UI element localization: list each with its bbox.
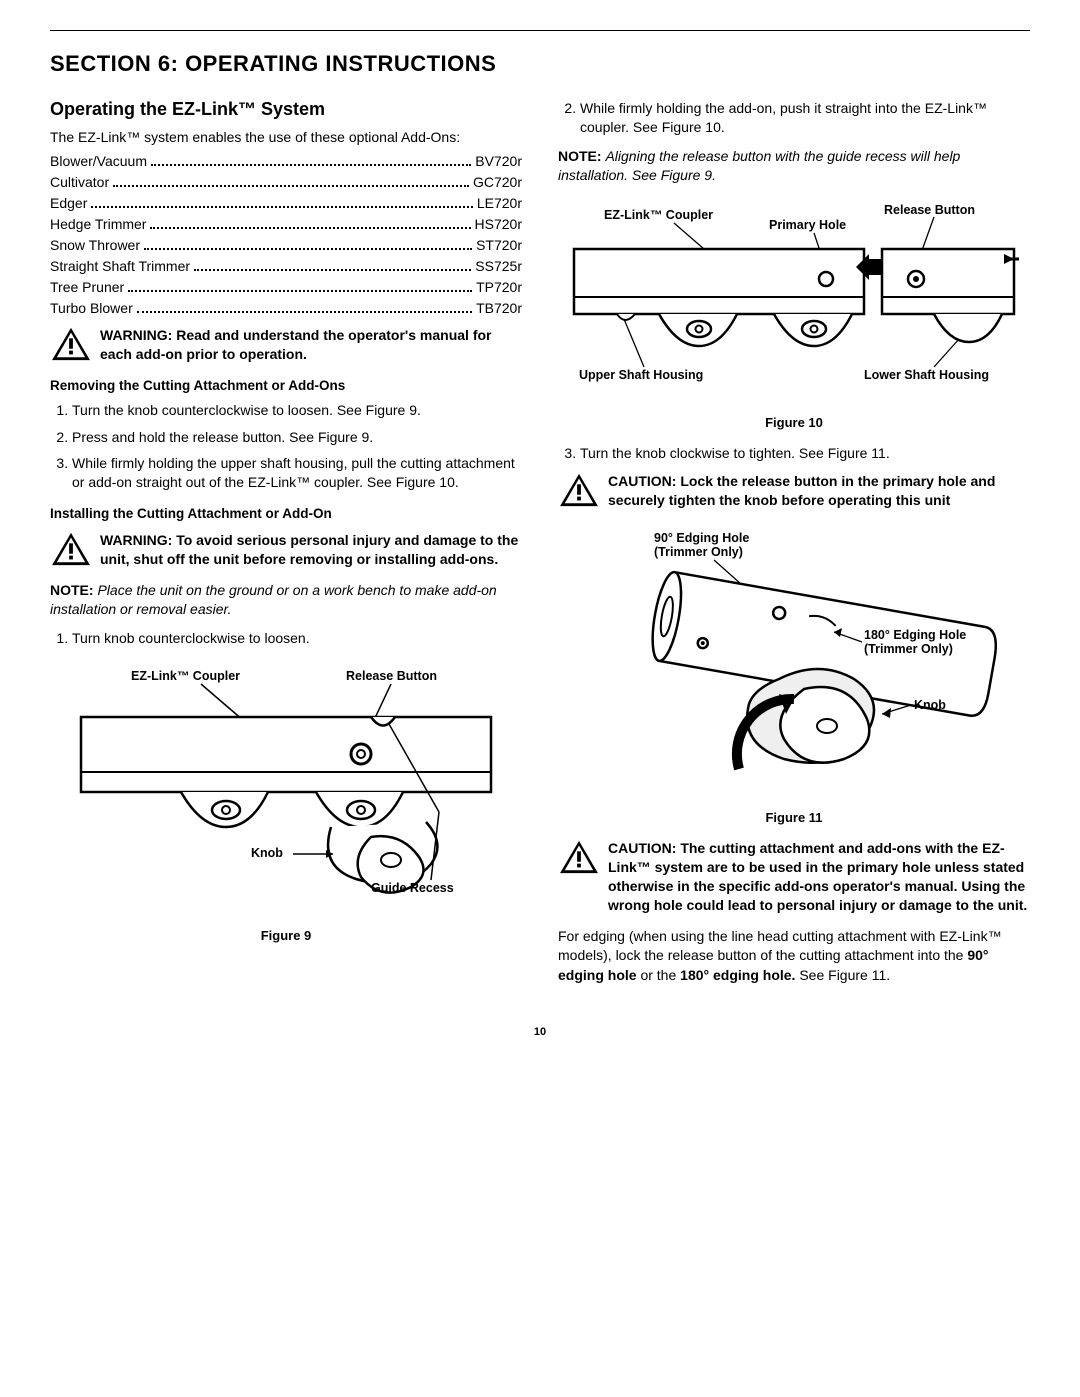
addon-dots bbox=[91, 206, 472, 208]
addon-code: LE720r bbox=[477, 195, 522, 211]
warning-text: WARNING: To avoid serious personal injur… bbox=[100, 531, 522, 569]
addon-dots bbox=[151, 164, 471, 166]
fig9-label-guide: Guide Recess bbox=[371, 881, 454, 895]
removing-heading: Removing the Cutting Attachment or Add-O… bbox=[50, 378, 522, 393]
addon-row: Hedge Trimmer HS720r bbox=[50, 216, 522, 232]
edging-pre: For edging (when using the line head cut… bbox=[558, 928, 1002, 964]
fig11-label-90: 90° Edging Hole (Trimmer Only) bbox=[654, 531, 753, 559]
addon-row: Tree Pruner TP720r bbox=[50, 279, 522, 295]
note-label: NOTE: bbox=[558, 148, 602, 164]
content-columns: Operating the EZ-Link™ System The EZ-Lin… bbox=[50, 99, 1030, 986]
note-text: Aligning the release button with the gui… bbox=[558, 148, 960, 183]
install-step2-list: While firmly holding the add-on, push it… bbox=[558, 99, 1030, 137]
addon-dots bbox=[194, 269, 471, 271]
caution-primary-hole: CAUTION: The cutting attachment and add-… bbox=[558, 839, 1030, 915]
addon-dots bbox=[128, 290, 472, 292]
warning-icon bbox=[50, 531, 92, 567]
note-align: NOTE: Aligning the release button with t… bbox=[558, 147, 1030, 185]
install-step-1: Turn knob counterclockwise to loosen. bbox=[72, 629, 522, 648]
warning-text: WARNING: Read and understand the operato… bbox=[100, 326, 522, 364]
fig10-label-lower: Lower Shaft Housing bbox=[864, 368, 989, 382]
addon-dots bbox=[144, 248, 472, 250]
fig9-label-knob: Knob bbox=[251, 846, 283, 860]
fig10-label-coupler: EZ-Link™ Coupler bbox=[604, 208, 713, 222]
addon-code: TB720r bbox=[476, 300, 522, 316]
addon-dots bbox=[137, 311, 472, 313]
addon-row: Cultivator GC720r bbox=[50, 174, 522, 190]
addon-code: HS720r bbox=[475, 216, 522, 232]
addon-row: Straight Shaft Trimmer SS725r bbox=[50, 258, 522, 274]
right-column: While firmly holding the add-on, push it… bbox=[558, 99, 1030, 986]
caution-text: CAUTION: The cutting attachment and add-… bbox=[608, 839, 1030, 915]
edging-post: See Figure 11. bbox=[795, 967, 890, 983]
figure-10-svg: EZ-Link™ Coupler Primary Hole Release Bu… bbox=[564, 199, 1024, 409]
addon-name: Edger bbox=[50, 195, 87, 211]
addon-row: Blower/Vacuum BV720r bbox=[50, 153, 522, 169]
addon-row: Snow Thrower ST720r bbox=[50, 237, 522, 253]
caution-lock-button: CAUTION: Lock the release button in the … bbox=[558, 472, 1030, 510]
fig10-label-primary: Primary Hole bbox=[769, 218, 846, 232]
ezlink-heading: Operating the EZ-Link™ System bbox=[50, 99, 522, 120]
warning-icon bbox=[558, 839, 600, 875]
warning-icon bbox=[558, 472, 600, 508]
fig9-label-release: Release Button bbox=[346, 669, 437, 683]
addon-row: Turbo Blower TB720r bbox=[50, 300, 522, 316]
install-step3-list: Turn the knob clockwise to tighten. See … bbox=[558, 444, 1030, 463]
note-placement: NOTE: Place the unit on the ground or on… bbox=[50, 581, 522, 619]
top-rule bbox=[50, 30, 1030, 31]
left-column: Operating the EZ-Link™ System The EZ-Lin… bbox=[50, 99, 522, 986]
addon-list: Blower/Vacuum BV720r Cultivator GC720r Edger… bbox=[50, 153, 522, 316]
addon-name: Cultivator bbox=[50, 174, 109, 190]
addon-name: Snow Thrower bbox=[50, 237, 140, 253]
fig9-label-coupler: EZ-Link™ Coupler bbox=[131, 669, 240, 683]
figure-9-caption: Figure 9 bbox=[50, 928, 522, 943]
addon-name: Turbo Blower bbox=[50, 300, 133, 316]
figure-9-svg: EZ-Link™ Coupler Release Button bbox=[71, 662, 501, 922]
edging-mid: or the bbox=[637, 967, 681, 983]
section-title: SECTION 6: OPERATING INSTRUCTIONS bbox=[50, 51, 1030, 77]
warning-read-manual: WARNING: Read and understand the operato… bbox=[50, 326, 522, 364]
figure-11-caption: Figure 11 bbox=[558, 810, 1030, 825]
addon-name: Tree Pruner bbox=[50, 279, 124, 295]
addon-code: GC720r bbox=[473, 174, 522, 190]
addon-name: Hedge Trimmer bbox=[50, 216, 146, 232]
edging-paragraph: For edging (when using the line head cut… bbox=[558, 927, 1030, 986]
list-item: Press and hold the release button. See F… bbox=[72, 428, 522, 447]
addon-code: TP720r bbox=[476, 279, 522, 295]
install-step-3: Turn the knob clockwise to tighten. See … bbox=[580, 444, 1030, 463]
install-step1-list: Turn knob counterclockwise to loosen. bbox=[50, 629, 522, 648]
warning-icon bbox=[50, 326, 92, 362]
fig10-label-release: Release Button bbox=[884, 203, 975, 217]
intro-text: The EZ-Link™ system enables the use of t… bbox=[50, 128, 522, 147]
edging-bold-180: 180° edging hole. bbox=[680, 967, 795, 983]
figure-10: EZ-Link™ Coupler Primary Hole Release Bu… bbox=[558, 199, 1030, 430]
figure-11-svg: 90° Edging Hole (Trimmer Only) bbox=[584, 524, 1004, 804]
note-label: NOTE: bbox=[50, 582, 94, 598]
addon-name: Blower/Vacuum bbox=[50, 153, 147, 169]
caution-text: CAUTION: Lock the release button in the … bbox=[608, 472, 1030, 510]
addon-code: ST720r bbox=[476, 237, 522, 253]
addon-dots bbox=[150, 227, 470, 229]
addon-code: SS725r bbox=[475, 258, 522, 274]
figure-11: 90° Edging Hole (Trimmer Only) bbox=[558, 524, 1030, 825]
removing-steps: Turn the knob counterclockwise to loosen… bbox=[50, 401, 522, 493]
warning-shutoff: WARNING: To avoid serious personal injur… bbox=[50, 531, 522, 569]
addon-code: BV720r bbox=[475, 153, 522, 169]
addon-name: Straight Shaft Trimmer bbox=[50, 258, 190, 274]
figure-9: EZ-Link™ Coupler Release Button bbox=[50, 662, 522, 943]
fig10-label-upper: Upper Shaft Housing bbox=[579, 368, 703, 382]
addon-row: Edger LE720r bbox=[50, 195, 522, 211]
page-number: 10 bbox=[50, 1026, 1030, 1038]
figure-10-caption: Figure 10 bbox=[558, 415, 1030, 430]
list-item: While firmly holding the upper shaft hou… bbox=[72, 454, 522, 492]
addon-dots bbox=[113, 185, 469, 187]
fig11-label-knob: Knob bbox=[914, 698, 946, 712]
install-step-2: While firmly holding the add-on, push it… bbox=[580, 99, 1030, 137]
note-text: Place the unit on the ground or on a wor… bbox=[50, 582, 497, 617]
list-item: Turn the knob counterclockwise to loosen… bbox=[72, 401, 522, 420]
installing-heading: Installing the Cutting Attachment or Add… bbox=[50, 506, 522, 521]
